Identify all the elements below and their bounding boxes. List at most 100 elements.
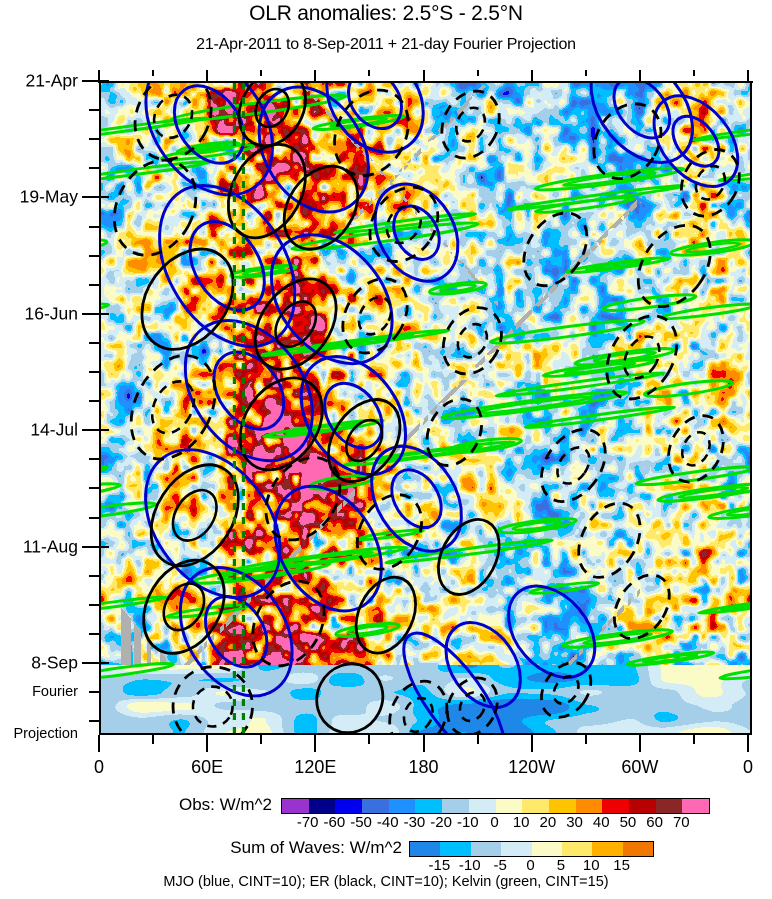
- x-axis-label-0: 0: [93, 757, 105, 777]
- colorbar-swatch: [501, 842, 532, 856]
- colorbar-swatch: [602, 799, 629, 813]
- x-tick-minor: [152, 735, 155, 744]
- x-tick-major: [638, 735, 641, 752]
- x-tick-minor: [584, 735, 587, 744]
- hovmoller-plot: 21-Apr 19-May 16-Jun 14-Jul 11-Aug 8-Sep Fouri…: [14, 70, 753, 777]
- colorbar-tick-label: 0: [490, 814, 499, 831]
- colorbar-swatch: [470, 842, 502, 856]
- page-subtitle: 21-Apr-2011 to 8-Sep-2011 + 21-day Fouri…: [196, 36, 576, 53]
- x-tick-top: [638, 70, 641, 81]
- waves-colorbar-row: Sum of Waves: W/m^2 -15 -10 -5 0 5 10 15: [0, 833, 772, 874]
- plot-frame: [99, 81, 752, 735]
- colorbar-tick-label: 10: [512, 814, 530, 831]
- x-tick-major: [530, 735, 533, 752]
- colorbar-tick-label: 5: [556, 857, 566, 874]
- y-tick-minor: [89, 400, 99, 403]
- y-tick-minor: [89, 254, 99, 257]
- colorbar-swatch: [592, 842, 623, 856]
- colorbar-tick-label: -70: [296, 814, 319, 831]
- x-axis-label-3: 180: [408, 757, 439, 777]
- colorbar-tick-label: -10: [458, 857, 481, 874]
- y-axis-label-11-aug: 11-Aug: [22, 536, 78, 557]
- y-axis-label-16-jun: 16-Jun: [24, 303, 78, 324]
- colorbar-tick-label: 0: [526, 857, 535, 874]
- y-tick-minor: [89, 283, 99, 286]
- colorbar-swatch: [531, 842, 562, 856]
- x-tick-top: [422, 70, 425, 81]
- y-tick-minor: [89, 109, 99, 112]
- colorbar-swatch: [655, 799, 683, 813]
- y-tick-minor: [89, 632, 99, 635]
- y-tick-major: [82, 545, 99, 548]
- colorbar-swatch: [308, 799, 336, 813]
- x-axis-label-2: 120E: [294, 757, 337, 777]
- y-tick-major: [82, 662, 99, 664]
- x-tick-minor: [260, 735, 263, 744]
- colorbar-swatch: [282, 799, 309, 813]
- y-tick-minor: [89, 341, 99, 344]
- y-tick-minor: [89, 720, 99, 723]
- colorbar-swatch: [415, 799, 443, 813]
- obs-colorbar-label: Obs: W/m^2: [179, 795, 272, 814]
- colorbar-tick-label: 20: [539, 814, 557, 831]
- y-axis-label-8-sep: 8-Sep: [31, 652, 78, 673]
- colorbar-tick-label: 30: [566, 814, 583, 831]
- y-tick-minor: [89, 691, 99, 694]
- colorbar-tick-label: -20: [430, 814, 452, 831]
- x-tick-top: [747, 70, 749, 81]
- colorbar-swatch: [628, 799, 656, 813]
- x-tick-top: [152, 70, 155, 76]
- x-tick-minor: [692, 735, 695, 744]
- colorbar-tick-label: -10: [456, 814, 479, 831]
- x-tick-major: [747, 735, 749, 752]
- colorbar-swatch: [561, 842, 593, 856]
- x-axis-label-4: 120W: [508, 757, 556, 777]
- colorbar-swatch: [468, 799, 496, 813]
- y-tick-inner: [99, 429, 109, 432]
- waves-colorbar: [409, 841, 654, 857]
- colorbar-tick-label: -30: [403, 814, 426, 831]
- colorbar-swatch: [442, 799, 469, 813]
- y-tick-inner: [99, 662, 109, 664]
- colorbar-tick-label: 50: [619, 814, 637, 831]
- y-axis-label-21-apr: 21-Apr: [25, 70, 78, 91]
- y-tick-inner: [99, 80, 109, 82]
- colorbar-tick-label: -50: [350, 814, 372, 831]
- y-tick-minor: [89, 225, 99, 228]
- y-axis-label-19-may: 19-May: [19, 186, 78, 207]
- colorbar-swatch: [522, 799, 549, 813]
- y-tick-inner: [99, 196, 109, 199]
- colorbar-swatch: [362, 799, 389, 813]
- wave-contour-overlay: [101, 83, 750, 733]
- obs-colorbar: [281, 798, 710, 814]
- y-axis-label-14-jul: 14-Jul: [30, 419, 78, 440]
- x-tick-major: [206, 735, 209, 752]
- colorbar-swatch: [410, 842, 441, 856]
- colorbar-swatch: [440, 842, 471, 856]
- colorbar-tick-label: 60: [646, 814, 663, 831]
- obs-colorbar-row: Obs: W/m^2 -70 -60 -50 -40 -30 -20 -10 0 10 20 30 4…: [0, 790, 772, 831]
- x-tick-top: [98, 70, 100, 81]
- y-axis-forecast-label-1: Fourier: [32, 684, 78, 701]
- x-tick-top: [530, 70, 533, 81]
- colorbar-swatch: [548, 799, 576, 813]
- colorbar-tick-label: -5: [493, 857, 507, 874]
- y-tick-minor: [89, 167, 99, 170]
- x-tick-top: [314, 70, 317, 81]
- colorbar-swatch: [335, 799, 363, 813]
- colorbar-swatch: [682, 799, 709, 813]
- y-tick-minor: [89, 458, 99, 461]
- x-tick-top: [206, 70, 209, 81]
- x-tick-top: [368, 70, 371, 76]
- y-tick-minor: [89, 574, 99, 577]
- colorbar-tick-label: -60: [323, 814, 346, 831]
- y-tick-inner: [99, 312, 109, 315]
- x-tick-major: [98, 735, 100, 752]
- colorbar-tick-label: 10: [582, 857, 600, 874]
- legend-note: MJO (blue, CINT=10); ER (black, CINT=10)…: [163, 874, 609, 890]
- colorbar-tick-label: 70: [672, 814, 690, 831]
- y-tick-major: [82, 312, 99, 315]
- panel-separator: [98, 81, 753, 83]
- x-tick-top: [260, 70, 263, 76]
- y-tick-major: [82, 429, 99, 432]
